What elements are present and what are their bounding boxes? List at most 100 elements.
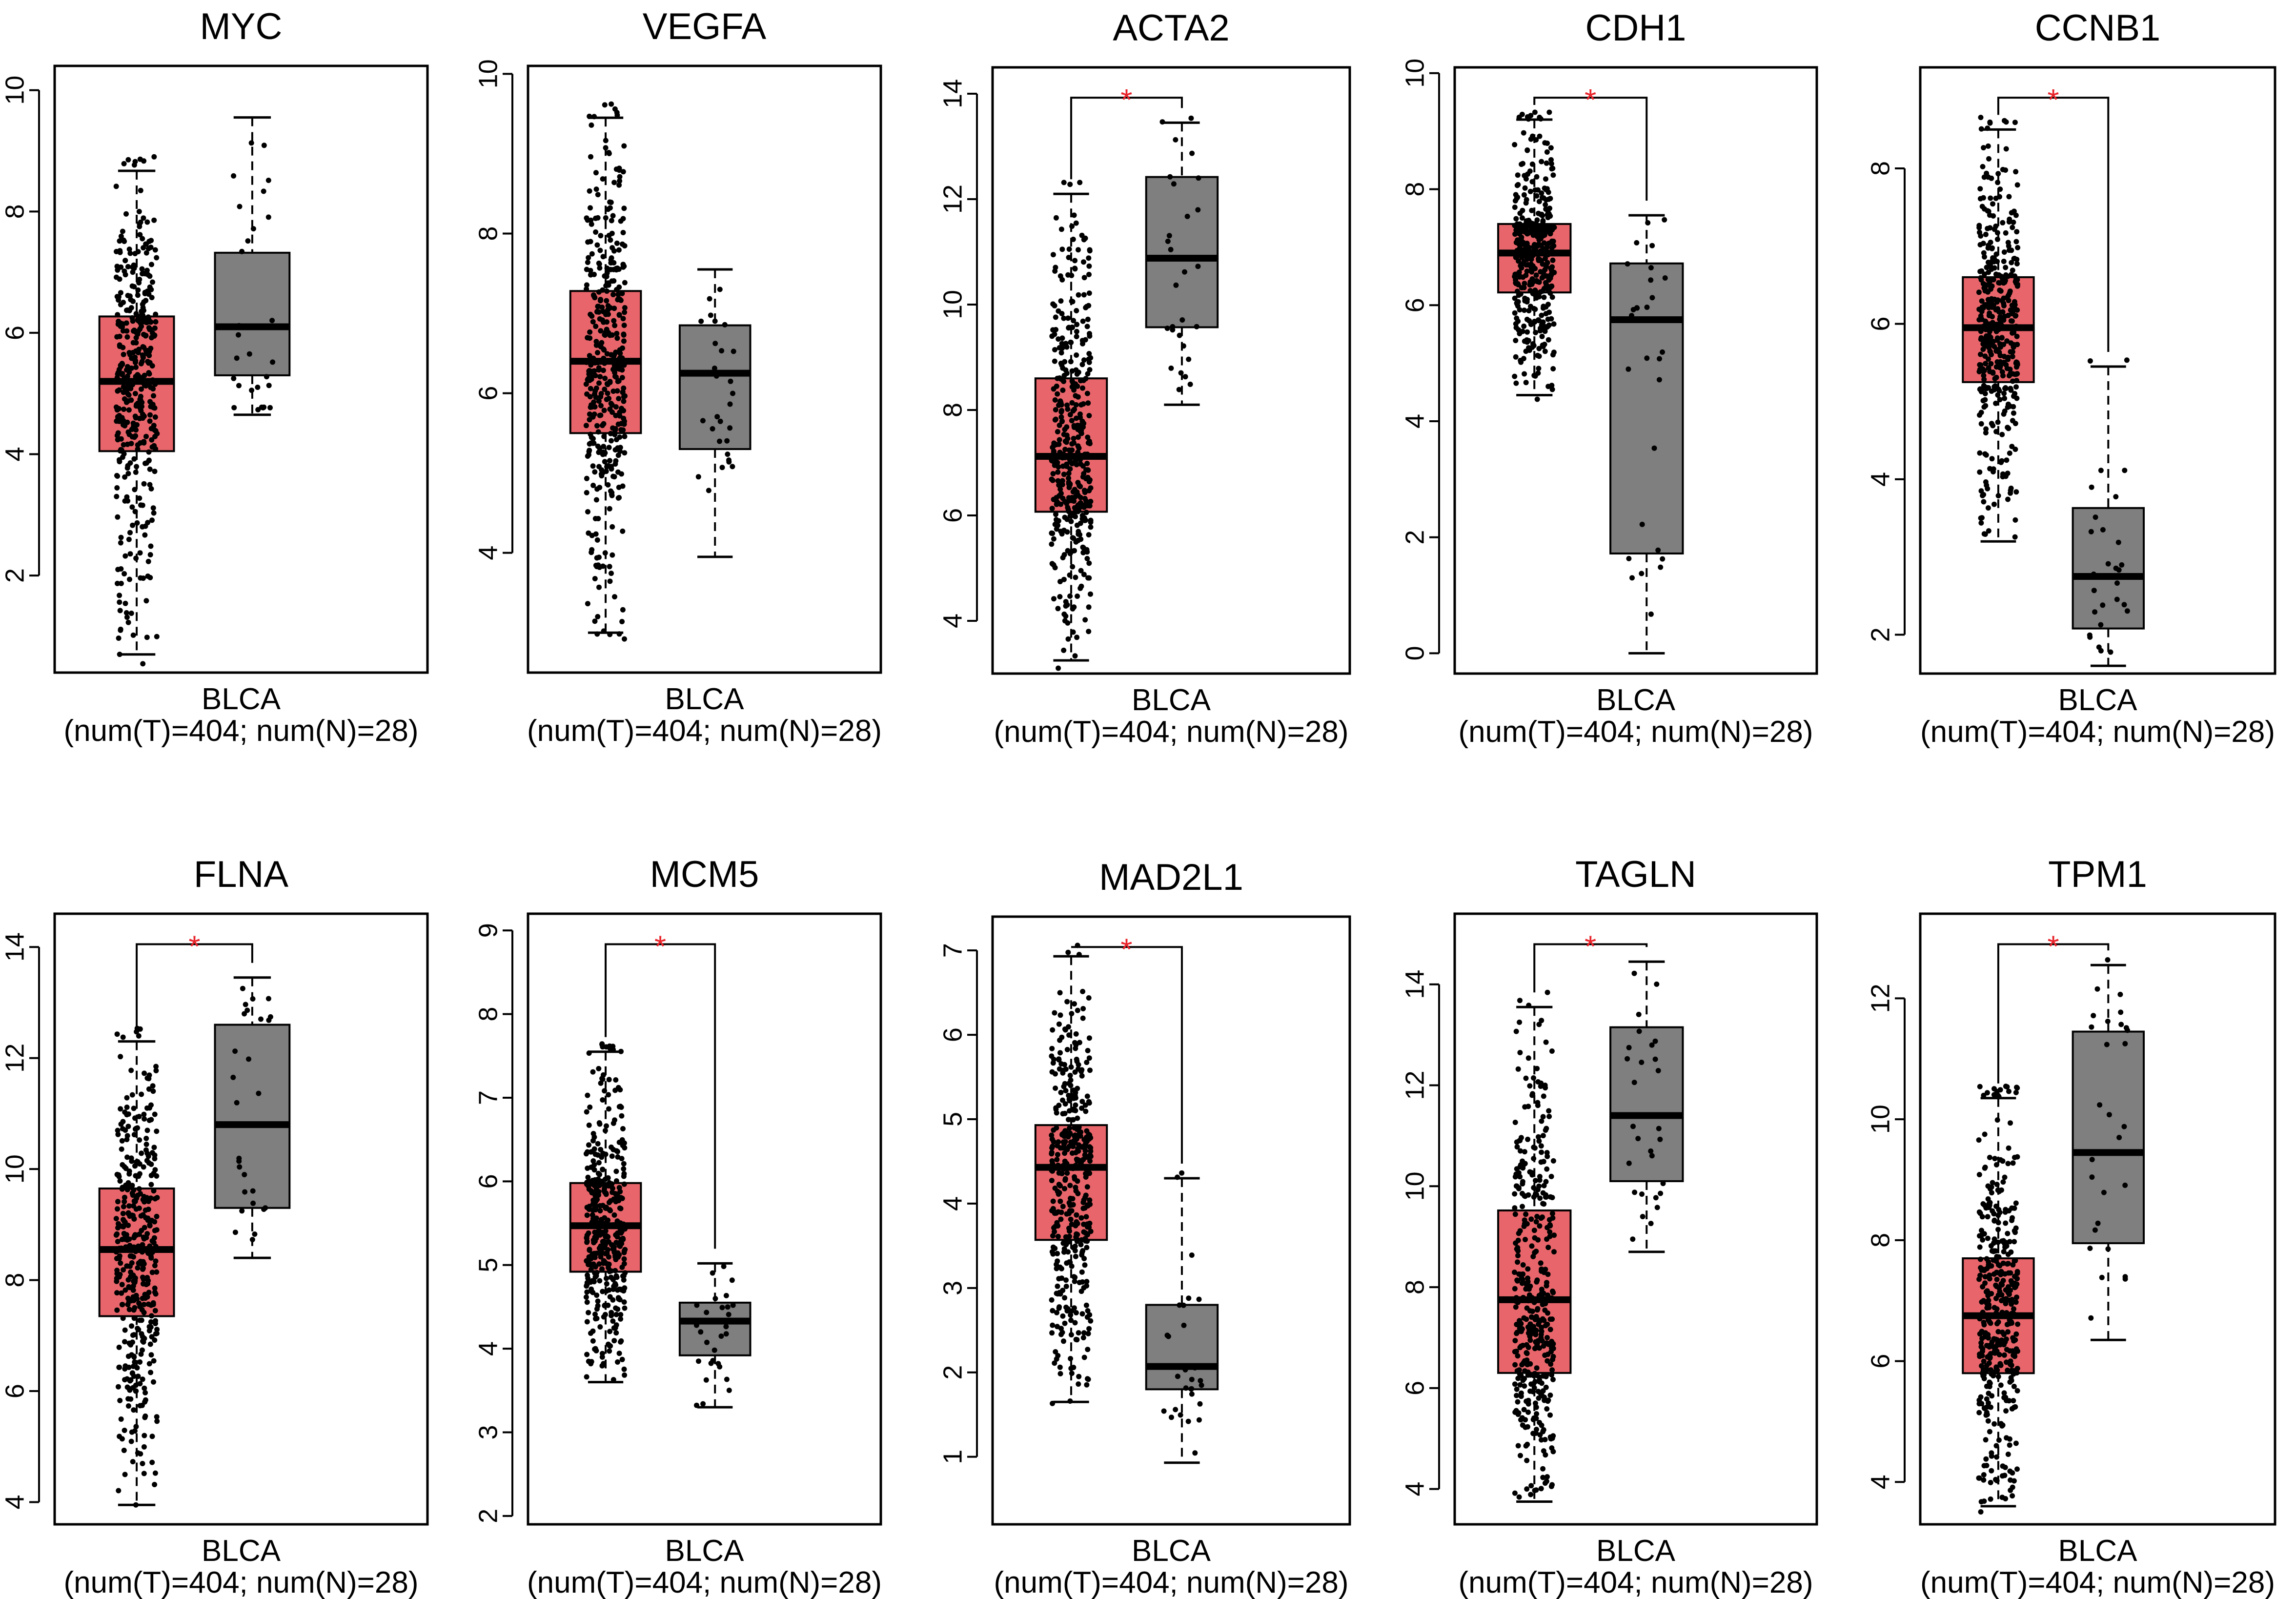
data-point	[1066, 481, 1072, 487]
plot-frame	[1919, 912, 2276, 1526]
data-point	[122, 258, 128, 264]
data-point	[1072, 1243, 1078, 1249]
data-point	[583, 1151, 589, 1157]
data-point	[1084, 451, 1090, 457]
data-point	[1996, 1437, 2002, 1443]
data-point	[147, 466, 153, 472]
sample-size-label: (num(T)=404; num(N)=28)	[1920, 1566, 2275, 1599]
data-point	[255, 407, 261, 412]
data-point	[121, 407, 127, 412]
chart-title: MCM5	[650, 854, 759, 895]
data-point	[1077, 484, 1083, 490]
data-point	[246, 351, 252, 357]
y-tick-label: 6	[1866, 316, 1895, 331]
data-point	[1065, 1239, 1071, 1245]
data-point	[133, 329, 139, 335]
y-tick-label: 8	[473, 226, 503, 241]
data-point	[717, 438, 722, 444]
data-point	[601, 346, 607, 352]
data-point	[1546, 1108, 1552, 1114]
data-point	[620, 607, 626, 613]
data-point	[124, 1095, 130, 1101]
data-point	[1547, 1393, 1553, 1398]
data-point	[1173, 137, 1178, 143]
data-point	[610, 552, 615, 558]
data-point	[1997, 316, 2003, 322]
data-point	[1550, 257, 1556, 263]
data-point	[2099, 1274, 2105, 1280]
data-point	[1536, 353, 1542, 359]
y-tick-label: 10	[0, 1154, 29, 1184]
data-point	[1986, 365, 1991, 370]
data-point	[1087, 1197, 1093, 1203]
data-point	[618, 297, 624, 303]
data-point	[712, 1296, 718, 1301]
data-point	[704, 1339, 710, 1345]
data-point	[147, 552, 153, 557]
data-point	[592, 1264, 598, 1270]
data-point	[613, 374, 619, 380]
data-point	[1981, 499, 1987, 505]
data-point	[149, 1459, 155, 1465]
data-point	[140, 1347, 145, 1353]
data-point	[2000, 1278, 2006, 1284]
data-point	[129, 504, 135, 510]
data-point	[2093, 514, 2098, 520]
data-point	[1548, 266, 1554, 271]
data-point	[2005, 1251, 2011, 1257]
data-point	[1522, 308, 1527, 313]
data-point	[138, 1451, 143, 1457]
chart-title: CCNB1	[2035, 7, 2161, 49]
data-point	[1990, 423, 1996, 429]
data-point	[2098, 468, 2104, 473]
data-point	[1058, 350, 1064, 356]
data-points	[1159, 115, 1201, 392]
data-point	[1050, 477, 1056, 483]
data-point	[1066, 325, 1072, 331]
data-point	[2001, 259, 2007, 264]
sample-size-label: (num(T)=404; num(N)=28)	[994, 715, 1348, 749]
data-point	[608, 1274, 614, 1280]
data-point	[611, 306, 617, 311]
data-point	[602, 550, 608, 556]
data-point	[124, 1384, 130, 1390]
x-axis-label: BLCA	[1596, 1534, 1676, 1568]
data-point	[1523, 1075, 1529, 1081]
data-point	[591, 411, 597, 417]
data-point	[2000, 1473, 2005, 1479]
data-point	[1057, 1198, 1063, 1204]
data-point	[1066, 1032, 1072, 1038]
data-point	[1525, 1424, 1530, 1430]
data-point	[1196, 1296, 1202, 1302]
data-point	[116, 1488, 122, 1494]
data-point	[1068, 1356, 1074, 1361]
data-point	[151, 1188, 157, 1194]
data-points	[1976, 115, 2021, 540]
box-tumor	[569, 101, 642, 642]
data-point	[1060, 1204, 1066, 1210]
data-point	[1548, 157, 1554, 163]
data-point	[611, 474, 617, 480]
data-point	[1085, 400, 1091, 406]
data-point	[1525, 1345, 1531, 1350]
data-point	[594, 423, 600, 429]
data-point	[583, 423, 589, 429]
data-point	[115, 1239, 121, 1245]
data-point	[613, 1330, 619, 1336]
data-point	[134, 520, 140, 526]
data-point	[142, 1433, 147, 1438]
data-point	[2013, 1346, 2019, 1352]
data-point	[2014, 261, 2020, 266]
data-point	[144, 635, 150, 640]
y-tick-label: 4	[1400, 414, 1429, 429]
data-point	[1539, 1329, 1544, 1334]
data-point	[2012, 1239, 2017, 1245]
data-point	[2092, 1227, 2098, 1233]
data-point	[617, 347, 623, 353]
data-point	[1084, 1279, 1090, 1285]
iqr-box	[678, 1301, 752, 1356]
data-point	[133, 374, 139, 379]
data-point	[1986, 208, 1991, 214]
data-point	[130, 349, 136, 355]
data-point	[114, 1307, 120, 1313]
